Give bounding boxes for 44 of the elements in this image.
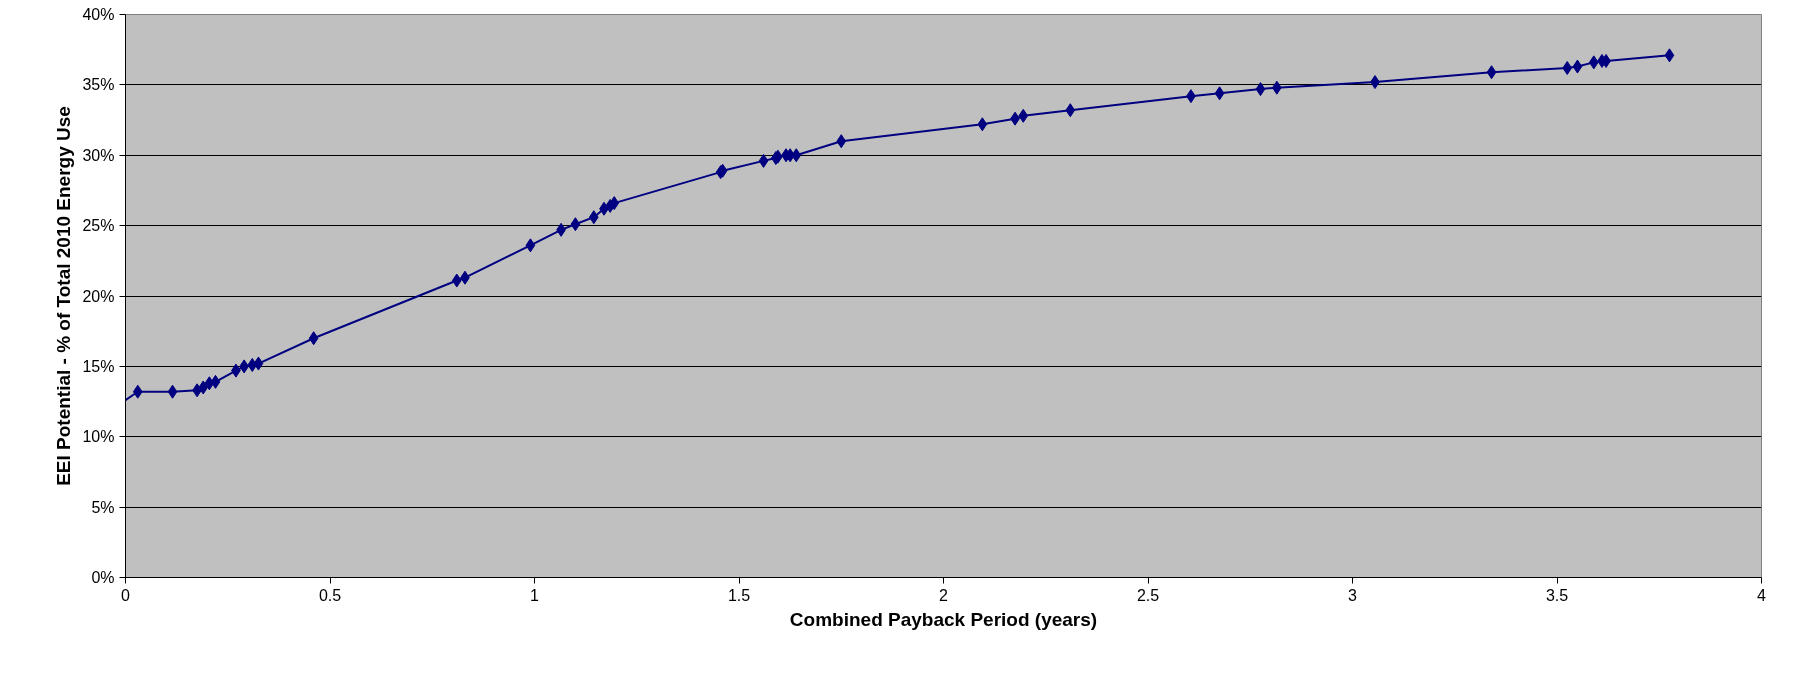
y-tick-label: 30% bbox=[82, 146, 115, 164]
point bbox=[1664, 48, 1675, 63]
point bbox=[525, 238, 536, 253]
x-tick-label: 0 bbox=[121, 586, 131, 604]
point bbox=[1255, 82, 1266, 97]
point bbox=[198, 380, 209, 395]
y-tick-label: 0% bbox=[91, 569, 115, 586]
point bbox=[1214, 86, 1225, 101]
y-tick-label: 15% bbox=[82, 357, 115, 375]
point bbox=[609, 196, 620, 211]
point bbox=[308, 331, 319, 346]
point bbox=[210, 374, 221, 389]
point bbox=[1572, 59, 1583, 74]
point bbox=[132, 384, 143, 399]
point bbox=[253, 356, 264, 371]
point bbox=[791, 148, 802, 163]
y-tick-label: 5% bbox=[91, 498, 115, 516]
x-tick-label: 3.5 bbox=[1545, 586, 1569, 604]
y-tick-label: 10% bbox=[82, 428, 115, 446]
y-tick-label: 20% bbox=[82, 287, 115, 305]
point bbox=[1562, 60, 1573, 75]
point bbox=[588, 210, 599, 225]
point bbox=[167, 384, 178, 399]
x-axis-title: Combined Payback Period (years) bbox=[789, 608, 1098, 630]
point bbox=[451, 273, 462, 288]
point bbox=[570, 217, 581, 232]
x-tick-label: 2 bbox=[939, 586, 949, 604]
point bbox=[836, 134, 847, 149]
point bbox=[758, 153, 769, 168]
x-tick-label: 3 bbox=[1348, 586, 1358, 604]
x-tick-label: 4 bbox=[1757, 586, 1767, 604]
y-tick-label: 40% bbox=[82, 6, 115, 23]
point bbox=[977, 117, 988, 132]
x-tick-label: 2.5 bbox=[1136, 586, 1160, 604]
point bbox=[1588, 55, 1599, 70]
y-axis-title: EEI Potential - % of Total 2010 Energy Use bbox=[53, 106, 75, 486]
y-tick-label: 25% bbox=[82, 217, 115, 235]
point bbox=[1018, 108, 1029, 123]
y-tick-label: 35% bbox=[82, 76, 115, 94]
point bbox=[1486, 65, 1497, 80]
x-tick-label: 1 bbox=[530, 586, 540, 604]
point bbox=[1065, 103, 1076, 118]
x-tick-label: 1.5 bbox=[727, 586, 751, 604]
x-tick-label: 0.5 bbox=[318, 586, 342, 604]
